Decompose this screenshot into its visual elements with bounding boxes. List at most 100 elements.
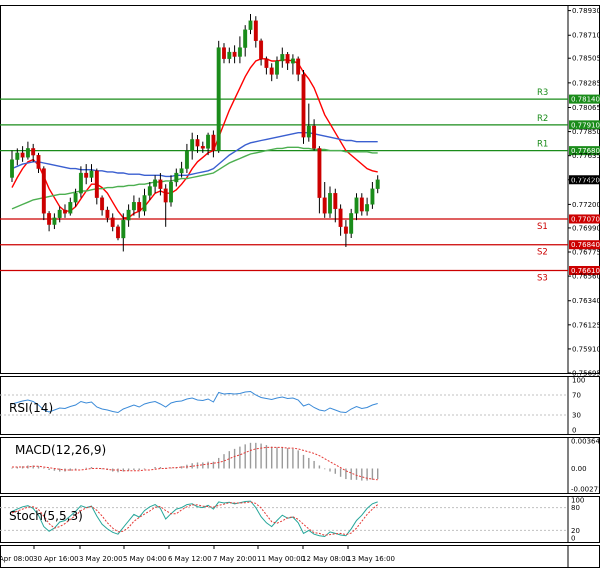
rsi-tick-label: 100 bbox=[572, 377, 585, 385]
pivot-price-label: 0.77070 bbox=[571, 215, 600, 223]
candle-body bbox=[137, 202, 142, 212]
y-tick-label: 0.77850 bbox=[572, 128, 600, 136]
candle-body bbox=[57, 209, 62, 218]
candle-body bbox=[290, 58, 295, 64]
candle-body bbox=[359, 197, 364, 212]
candle-body bbox=[126, 209, 131, 221]
candle-body bbox=[312, 125, 317, 149]
candle-body bbox=[328, 193, 332, 214]
candle-body bbox=[78, 172, 83, 194]
candle-body bbox=[280, 54, 285, 62]
candle-body bbox=[206, 134, 211, 149]
candle-body bbox=[216, 47, 221, 151]
candle-body bbox=[222, 47, 226, 59]
moving-average-line bbox=[11, 58, 378, 219]
moving-average-line bbox=[11, 131, 378, 178]
candle-body bbox=[301, 74, 306, 138]
y-tick-label: 0.78505 bbox=[572, 55, 600, 63]
pivot-price-label: 0.76610 bbox=[571, 267, 600, 275]
x-tick-label: 30 Apr 16:00 bbox=[33, 555, 79, 563]
candle-body bbox=[169, 181, 173, 203]
pivot-price-box bbox=[569, 214, 600, 224]
y-tick-label: 0.76560 bbox=[572, 273, 600, 281]
candle-body bbox=[338, 208, 343, 227]
macd-title: MACD(12,26,9) bbox=[15, 443, 106, 457]
x-tick-label: 6 May 12:00 bbox=[168, 555, 212, 563]
candle-body bbox=[211, 134, 216, 151]
candle-body bbox=[349, 213, 354, 234]
pivot-label: S1 bbox=[537, 222, 548, 232]
candle-body bbox=[131, 202, 136, 211]
candle-body bbox=[63, 209, 67, 214]
candle-body bbox=[10, 159, 14, 178]
candle-body bbox=[25, 148, 30, 158]
candle-body bbox=[375, 179, 380, 189]
candle-body bbox=[142, 195, 147, 212]
stoch-d-line bbox=[11, 501, 379, 536]
candle-body bbox=[116, 226, 120, 239]
pivot-price-label: 0.77680 bbox=[571, 147, 600, 155]
candle-body bbox=[232, 51, 237, 57]
macd-tick-label: 0.00 bbox=[571, 465, 587, 473]
pivot-label: S3 bbox=[537, 273, 548, 283]
pivot-price-label: 0.78140 bbox=[571, 96, 600, 104]
candle-body bbox=[259, 40, 264, 59]
stoch-k-line bbox=[11, 500, 378, 538]
candle-body bbox=[121, 219, 126, 239]
x-tick-label: 5 May 04:00 bbox=[123, 555, 167, 563]
rsi-tick-label: 70 bbox=[572, 392, 581, 400]
panel-frame-1 bbox=[0, 376, 600, 435]
candle-body bbox=[190, 139, 195, 151]
candle-body bbox=[94, 170, 99, 198]
stoch-tick-label: 0 bbox=[571, 535, 575, 543]
y-tick-label: 0.76775 bbox=[572, 249, 600, 257]
pivot-price-box bbox=[569, 94, 600, 104]
pivot-label: S2 bbox=[537, 248, 548, 258]
y-tick-label: 0.75910 bbox=[572, 345, 600, 353]
candle-body bbox=[84, 172, 89, 178]
macd-tick-label: -0.002716 bbox=[571, 486, 600, 494]
rsi-tick-label: 0 bbox=[572, 427, 576, 435]
rsi-line bbox=[11, 390, 378, 414]
x-tick-label: 13 May 16:00 bbox=[347, 555, 395, 563]
pivot-price-label: 0.77910 bbox=[571, 121, 600, 129]
candle-body bbox=[41, 168, 46, 214]
candle-body bbox=[89, 170, 94, 178]
candle-body bbox=[36, 154, 41, 169]
candle-body bbox=[370, 188, 375, 205]
pivot-label: R3 bbox=[537, 88, 548, 98]
candle-body bbox=[110, 217, 115, 227]
stoch-tick-label: 80 bbox=[571, 504, 580, 512]
macd-signal-line bbox=[12, 446, 378, 481]
candle-body bbox=[365, 204, 370, 212]
x-tick-label: 11 May 00:00 bbox=[257, 555, 305, 563]
pivot-price-box bbox=[569, 146, 600, 156]
candle-body bbox=[195, 139, 200, 147]
candle-body bbox=[237, 47, 242, 57]
y-tick-label: 0.78930 bbox=[572, 7, 600, 15]
candle-body bbox=[47, 213, 52, 225]
current-price-box bbox=[569, 175, 600, 185]
candle-body bbox=[343, 226, 348, 234]
y-tick-label: 0.78285 bbox=[572, 79, 600, 87]
pivot-label: R1 bbox=[537, 140, 548, 150]
rsi-title: RSI(14) bbox=[9, 401, 53, 415]
candle-body bbox=[333, 193, 338, 210]
stoch-tick-label: 20 bbox=[571, 527, 580, 535]
y-tick-label: 0.78710 bbox=[572, 32, 600, 40]
candle-body bbox=[248, 20, 253, 30]
y-tick-label: 0.76990 bbox=[572, 224, 600, 232]
candle-body bbox=[158, 179, 163, 189]
x-tick-label: 3 May 20:00 bbox=[79, 555, 123, 563]
candle-body bbox=[354, 197, 359, 214]
x-tick-label: 7 May 20:00 bbox=[213, 555, 257, 563]
candle-body bbox=[31, 148, 36, 156]
candle-body bbox=[179, 168, 184, 174]
candle-body bbox=[184, 150, 189, 169]
candle-body bbox=[264, 58, 269, 68]
pivot-price-box bbox=[569, 120, 600, 130]
candle-body bbox=[174, 172, 179, 183]
candle-body bbox=[147, 186, 152, 196]
candle-body bbox=[20, 152, 25, 158]
